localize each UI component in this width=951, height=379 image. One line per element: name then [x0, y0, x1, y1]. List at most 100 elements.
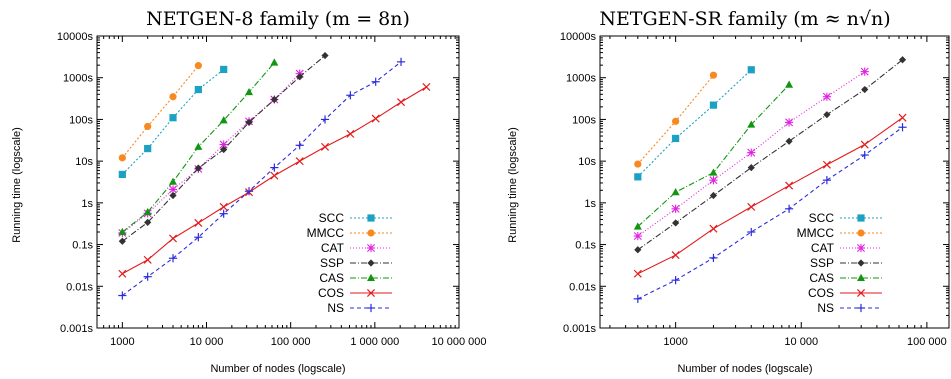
legend-item-ns: NS	[327, 301, 392, 315]
data-point	[857, 273, 865, 281]
data-point	[822, 160, 831, 169]
legend-label: COS	[808, 286, 834, 300]
data-point	[747, 120, 756, 128]
data-point	[219, 116, 228, 124]
data-point	[709, 168, 718, 176]
data-point	[898, 123, 907, 132]
legend-label: CAT	[811, 241, 835, 255]
x-tick-label: 1000	[663, 336, 687, 348]
series-line	[637, 117, 903, 275]
legend-item-mmcc: MMCC	[797, 226, 882, 240]
data-point	[118, 291, 127, 300]
series-mmcc	[634, 71, 718, 168]
data-point	[898, 56, 907, 64]
data-point	[320, 115, 330, 124]
y-tick-label: 1s	[584, 198, 596, 210]
data-point	[169, 93, 177, 101]
data-point	[422, 82, 431, 91]
data-point	[367, 214, 375, 222]
data-point	[219, 202, 228, 211]
legend-item-cos: COS	[318, 286, 392, 300]
data-point	[367, 259, 375, 267]
x-tick-label: 1000	[110, 336, 134, 348]
data-point	[857, 259, 865, 267]
data-point	[143, 272, 152, 281]
axis-ticks: 1000 10 000 100 000 1 000 000 10 000 000 0.00…	[57, 31, 487, 348]
legend-label: NS	[817, 301, 834, 315]
legend-label: MMCC	[307, 226, 345, 240]
plot-frame	[599, 35, 950, 329]
data-point	[634, 160, 642, 168]
y-axis-label: Running time (logscale)	[11, 127, 23, 243]
data-point	[671, 276, 680, 285]
data-point	[397, 98, 406, 107]
data-point	[169, 191, 177, 200]
data-point	[709, 71, 718, 79]
x-tick-label: 10 000 000	[431, 336, 486, 348]
series-line	[122, 86, 427, 275]
y-tick-label: 1000s	[566, 73, 596, 85]
legend-label: SSP	[320, 256, 344, 270]
series-ns	[633, 123, 907, 303]
data-point	[219, 209, 228, 218]
series-cat	[633, 67, 869, 241]
legend-item-cas: CAS	[809, 271, 882, 285]
data-point	[671, 251, 680, 260]
data-point	[168, 234, 178, 243]
data-point	[784, 118, 794, 127]
data-point	[672, 117, 680, 125]
y-tick-label: 10s	[75, 156, 93, 168]
data-point	[634, 173, 642, 181]
x-tick-label: 1 000 000	[350, 336, 399, 348]
data-point	[747, 202, 756, 211]
series-ssp	[118, 51, 329, 245]
data-point	[220, 65, 228, 74]
data-point	[672, 134, 680, 143]
data-point	[633, 231, 642, 241]
data-point	[220, 145, 228, 154]
x-axis-label: Number of nodes (logscale)	[210, 363, 345, 375]
data-point	[671, 204, 680, 213]
data-point	[168, 185, 178, 194]
data-point	[168, 254, 178, 263]
data-point	[784, 204, 794, 213]
series-line	[637, 126, 903, 300]
data-point	[860, 140, 869, 149]
series-scc	[118, 65, 228, 179]
data-point	[144, 144, 152, 153]
data-point	[194, 85, 202, 94]
data-point	[321, 142, 330, 151]
data-point	[709, 191, 718, 200]
data-point	[747, 148, 756, 157]
data-point	[295, 141, 304, 150]
data-point	[194, 62, 202, 70]
data-point	[785, 137, 793, 145]
legend-item-mmcc: MMCC	[307, 226, 392, 240]
y-tick-label: 1000s	[63, 73, 93, 85]
legend-label: NS	[327, 301, 344, 315]
data-point	[143, 207, 152, 216]
data-point	[633, 222, 642, 230]
data-point	[118, 170, 126, 179]
plot-frame	[96, 35, 460, 329]
y-tick-label: 10s	[578, 156, 596, 168]
data-point	[270, 95, 278, 104]
legend-label: CAS	[809, 271, 834, 285]
data-point	[295, 157, 304, 166]
chart-title: NETGEN-SR family (m ≈ n√n)	[599, 8, 890, 30]
data-point	[270, 163, 279, 172]
legend-label: MMCC	[797, 226, 835, 240]
data-point	[822, 176, 831, 185]
x-tick-label: 100 000	[907, 336, 947, 348]
legend-item-cos: COS	[808, 286, 882, 300]
legend-item-ssp: SSP	[320, 256, 392, 270]
data-point	[270, 171, 279, 180]
series-cas	[118, 58, 279, 236]
data-point	[747, 66, 755, 74]
data-point	[346, 91, 355, 100]
data-point	[371, 77, 380, 86]
legend-item-ssp: SSP	[810, 256, 882, 270]
